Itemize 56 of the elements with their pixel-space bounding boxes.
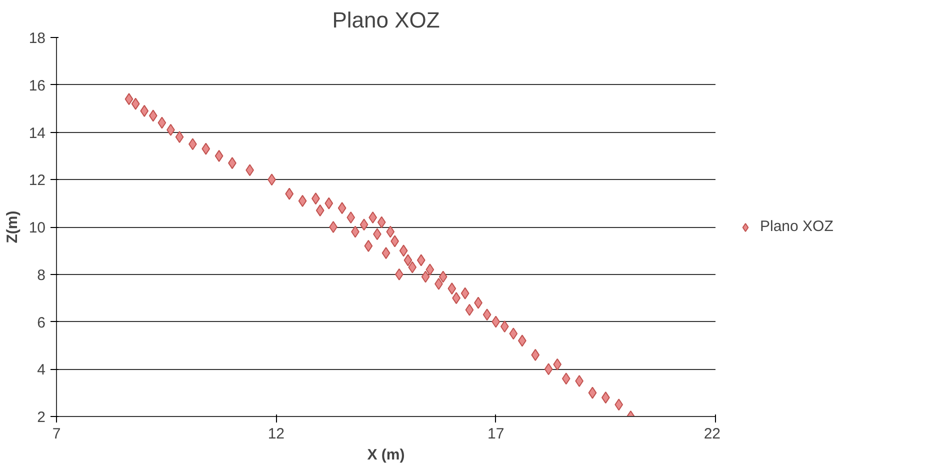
point <box>364 240 373 252</box>
point <box>588 386 597 399</box>
legend-label: Plano XOZ <box>760 218 834 235</box>
point <box>158 116 166 129</box>
point <box>531 348 540 361</box>
point <box>316 204 324 216</box>
y-tick-label: 18 <box>28 30 46 47</box>
point <box>175 130 184 143</box>
y-tick-label: 14 <box>28 124 46 142</box>
point <box>360 218 368 231</box>
chart-title: Plano XOZ <box>332 8 440 32</box>
y-axis-title: Z(m) <box>4 210 21 244</box>
y-tick-label: 10 <box>28 220 46 236</box>
point <box>509 328 518 340</box>
point <box>408 261 417 274</box>
point <box>438 270 448 283</box>
point <box>382 247 390 260</box>
x-tick-label: 17 <box>487 426 504 442</box>
y-tick-label: 12 <box>28 172 46 190</box>
point <box>416 254 426 266</box>
y-tick-label: 6 <box>37 314 46 332</box>
point <box>562 372 570 385</box>
point <box>140 104 149 117</box>
point <box>500 320 509 332</box>
point <box>482 308 492 321</box>
y-tick-label: 4 <box>37 362 46 379</box>
point <box>386 226 395 238</box>
point <box>124 93 134 106</box>
point <box>202 142 210 155</box>
point <box>465 304 474 316</box>
point <box>298 194 307 207</box>
y-tick-label: 8 <box>37 266 46 284</box>
point <box>148 110 158 122</box>
point <box>614 398 624 411</box>
point <box>131 98 140 110</box>
point <box>553 358 562 370</box>
x-tick-label: 7 <box>52 426 61 442</box>
x-tick-label: 22 <box>704 426 721 442</box>
point <box>214 150 224 162</box>
point <box>544 363 553 376</box>
point <box>421 270 430 283</box>
point <box>448 282 456 295</box>
x-tick-label: 12 <box>268 426 285 442</box>
point <box>346 212 356 224</box>
point <box>324 197 334 210</box>
point <box>338 202 346 214</box>
point <box>329 221 338 233</box>
y-tick-label: 16 <box>28 77 46 94</box>
point <box>460 287 470 300</box>
y-tick-label: 2 <box>37 409 46 426</box>
x-axis-title: X (m) <box>367 446 405 464</box>
point <box>426 264 434 276</box>
point <box>285 188 294 200</box>
point <box>404 254 412 266</box>
point <box>377 216 386 228</box>
point <box>399 244 408 257</box>
